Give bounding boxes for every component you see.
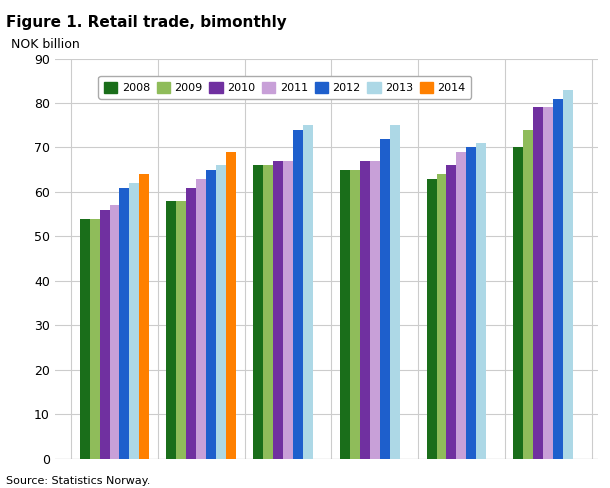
Bar — [216, 165, 226, 459]
Bar — [140, 174, 149, 459]
Bar — [263, 165, 273, 459]
Bar — [167, 201, 176, 459]
Bar — [186, 187, 196, 459]
Bar — [437, 174, 447, 459]
Text: Figure 1. Retail trade, bimonthly: Figure 1. Retail trade, bimonthly — [6, 15, 287, 30]
Bar — [360, 161, 370, 459]
Bar — [253, 165, 263, 459]
Bar — [390, 125, 400, 459]
Bar — [293, 130, 303, 459]
Bar — [533, 107, 543, 459]
Text: NOK billion: NOK billion — [12, 38, 81, 51]
Bar — [196, 179, 206, 459]
Bar — [447, 165, 456, 459]
Bar — [340, 170, 350, 459]
Bar — [379, 139, 390, 459]
Bar — [563, 90, 573, 459]
Bar — [350, 170, 360, 459]
Bar — [553, 99, 563, 459]
Bar — [513, 147, 523, 459]
Bar — [456, 152, 467, 459]
Bar — [120, 187, 129, 459]
Legend: 2008, 2009, 2010, 2011, 2012, 2013, 2014: 2008, 2009, 2010, 2011, 2012, 2013, 2014 — [98, 76, 472, 99]
Bar — [283, 161, 293, 459]
Bar — [176, 201, 186, 459]
Bar — [99, 210, 110, 459]
Text: Source: Statistics Norway.: Source: Statistics Norway. — [6, 476, 151, 486]
Bar — [543, 107, 553, 459]
Bar — [523, 130, 533, 459]
Bar — [426, 179, 437, 459]
Bar — [303, 125, 313, 459]
Bar — [476, 143, 486, 459]
Bar — [110, 205, 120, 459]
Bar — [206, 170, 216, 459]
Bar — [370, 161, 379, 459]
Bar — [129, 183, 140, 459]
Bar — [79, 219, 90, 459]
Bar — [273, 161, 283, 459]
Bar — [90, 219, 99, 459]
Bar — [467, 147, 476, 459]
Bar — [226, 152, 236, 459]
